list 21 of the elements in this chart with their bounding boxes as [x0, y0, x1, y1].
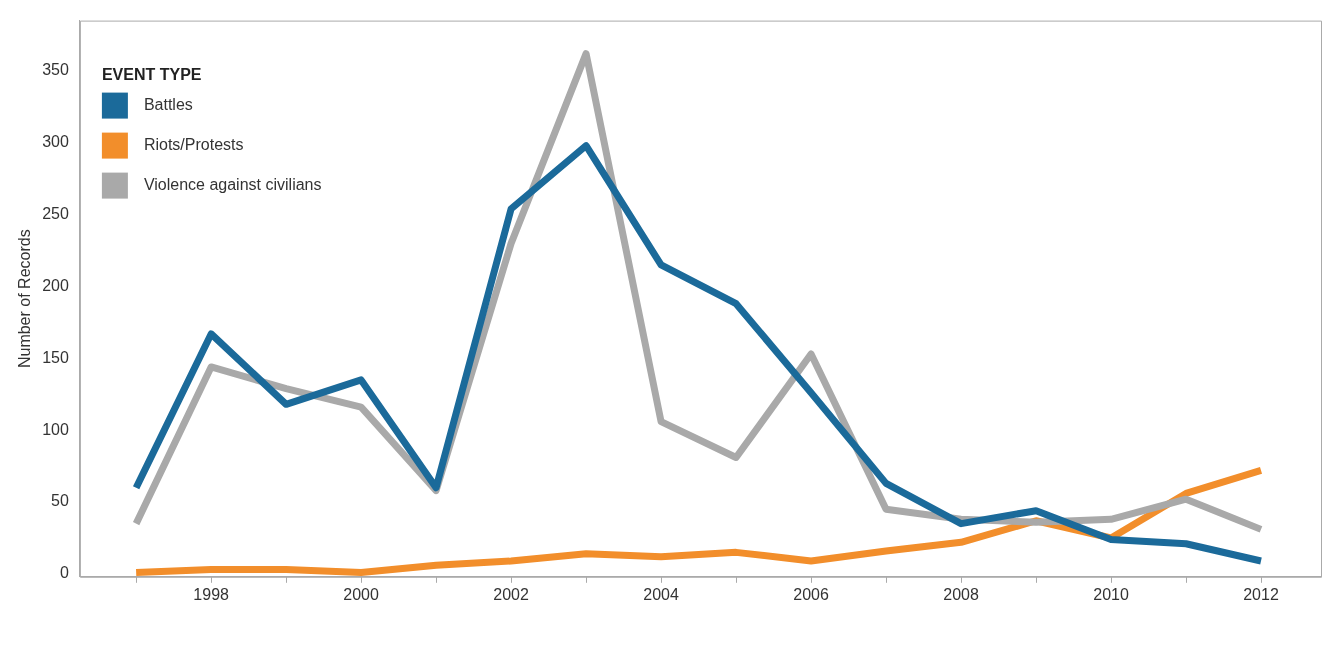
x-tick-label: 2002: [493, 585, 529, 603]
y-tick-label: 200: [42, 276, 69, 294]
y-tick-label: 150: [42, 348, 69, 366]
y-tick-label: 300: [42, 133, 69, 151]
x-tick-label: 2012: [1243, 585, 1279, 603]
x-tick-label: 2010: [1093, 585, 1129, 603]
x-tick-label: 2006: [793, 585, 829, 603]
y-tick-label: 250: [42, 205, 69, 223]
x-tick-label: 2004: [643, 585, 679, 603]
y-tick-label: 350: [42, 61, 69, 79]
x-tick-label: 2000: [343, 585, 380, 603]
legend-label: Battles: [143, 96, 193, 114]
y-axis-title: Number of Records: [16, 229, 34, 369]
legend-label: Riots/Protests: [143, 136, 244, 154]
legend-title: EVENT TYPE: [101, 66, 202, 84]
y-tick-label: 100: [42, 420, 69, 438]
y-tick-label: 0: [59, 564, 69, 582]
legend-label: Violence against civilians: [143, 176, 322, 194]
x-tick-label: 1998: [193, 585, 230, 603]
x-tick-label: 2008: [943, 585, 979, 603]
y-tick-label: 50: [51, 492, 69, 510]
